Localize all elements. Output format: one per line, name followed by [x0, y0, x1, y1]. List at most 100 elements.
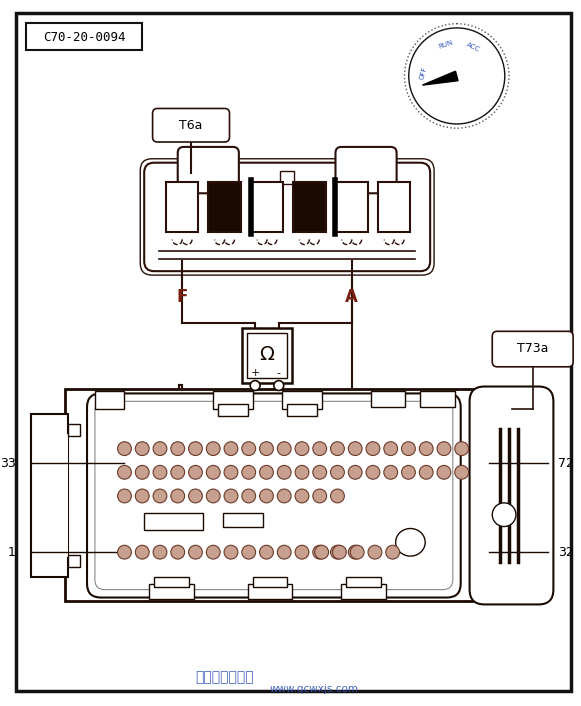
Circle shape: [224, 442, 238, 455]
FancyBboxPatch shape: [492, 331, 573, 367]
Circle shape: [295, 545, 309, 559]
Circle shape: [368, 545, 382, 559]
Circle shape: [171, 489, 185, 503]
Circle shape: [437, 442, 451, 455]
Circle shape: [153, 465, 167, 479]
Text: A: A: [345, 288, 358, 306]
Circle shape: [313, 442, 327, 455]
Circle shape: [277, 489, 291, 503]
Circle shape: [437, 465, 451, 479]
FancyBboxPatch shape: [469, 386, 553, 604]
Circle shape: [401, 442, 415, 455]
Circle shape: [419, 442, 433, 455]
Circle shape: [384, 442, 397, 455]
Circle shape: [384, 465, 397, 479]
Circle shape: [313, 465, 327, 479]
Bar: [166, 182, 199, 232]
Bar: [213, 391, 253, 409]
Circle shape: [331, 465, 345, 479]
FancyBboxPatch shape: [153, 109, 229, 142]
Bar: [253, 577, 287, 587]
Ellipse shape: [396, 529, 425, 556]
Circle shape: [153, 442, 167, 455]
Circle shape: [348, 545, 362, 559]
Circle shape: [455, 442, 469, 455]
Text: Ω: Ω: [260, 345, 274, 364]
Bar: [250, 182, 283, 232]
Circle shape: [117, 442, 131, 455]
Bar: [342, 584, 386, 599]
Circle shape: [153, 489, 167, 503]
Text: -: -: [277, 368, 281, 378]
Bar: [65, 390, 485, 602]
Text: 33: 33: [0, 457, 16, 470]
Circle shape: [260, 545, 274, 559]
Circle shape: [260, 489, 274, 503]
Text: 1: 1: [8, 546, 16, 558]
Circle shape: [277, 465, 291, 479]
Text: +: +: [250, 368, 260, 378]
Text: OFF: OFF: [419, 66, 428, 80]
Bar: [69, 555, 80, 567]
Circle shape: [295, 489, 309, 503]
Text: C70-20-0094: C70-20-0094: [43, 31, 125, 44]
Bar: [293, 182, 325, 232]
Circle shape: [135, 465, 149, 479]
Circle shape: [189, 465, 202, 479]
Circle shape: [260, 465, 274, 479]
Circle shape: [492, 503, 516, 527]
Bar: [149, 584, 193, 599]
Circle shape: [277, 442, 291, 455]
Circle shape: [206, 545, 220, 559]
Bar: [154, 577, 189, 587]
Bar: [287, 405, 317, 416]
Circle shape: [189, 489, 202, 503]
Circle shape: [331, 545, 345, 559]
Text: www.qcwxjs.com: www.qcwxjs.com: [270, 684, 358, 694]
Bar: [31, 414, 69, 577]
Circle shape: [224, 465, 238, 479]
Circle shape: [206, 465, 220, 479]
Circle shape: [313, 545, 327, 559]
FancyBboxPatch shape: [469, 386, 553, 604]
Bar: [69, 424, 80, 436]
Circle shape: [206, 489, 220, 503]
Circle shape: [315, 545, 329, 559]
Bar: [223, 513, 263, 527]
Text: RUN: RUN: [437, 39, 453, 50]
Circle shape: [348, 465, 362, 479]
Circle shape: [189, 442, 202, 455]
Circle shape: [386, 545, 400, 559]
Text: T6a: T6a: [180, 119, 203, 132]
Text: ACC: ACC: [466, 41, 481, 53]
Circle shape: [242, 545, 256, 559]
FancyBboxPatch shape: [335, 147, 397, 193]
Polygon shape: [422, 71, 458, 85]
Circle shape: [206, 442, 220, 455]
Bar: [26, 23, 142, 50]
FancyBboxPatch shape: [178, 147, 239, 193]
Bar: [218, 405, 248, 416]
Circle shape: [171, 442, 185, 455]
Circle shape: [135, 545, 149, 559]
Bar: [95, 391, 124, 409]
Circle shape: [277, 545, 291, 559]
Bar: [378, 182, 410, 232]
Bar: [371, 391, 406, 407]
Circle shape: [242, 465, 256, 479]
Circle shape: [242, 489, 256, 503]
Bar: [209, 182, 241, 232]
Circle shape: [135, 442, 149, 455]
Circle shape: [295, 442, 309, 455]
Circle shape: [135, 489, 149, 503]
Circle shape: [224, 545, 238, 559]
FancyBboxPatch shape: [144, 162, 430, 271]
Circle shape: [313, 489, 327, 503]
Bar: [248, 333, 286, 378]
Circle shape: [348, 442, 362, 455]
Bar: [242, 328, 292, 383]
Circle shape: [331, 442, 345, 455]
Circle shape: [332, 545, 346, 559]
Circle shape: [419, 465, 433, 479]
Circle shape: [401, 465, 415, 479]
